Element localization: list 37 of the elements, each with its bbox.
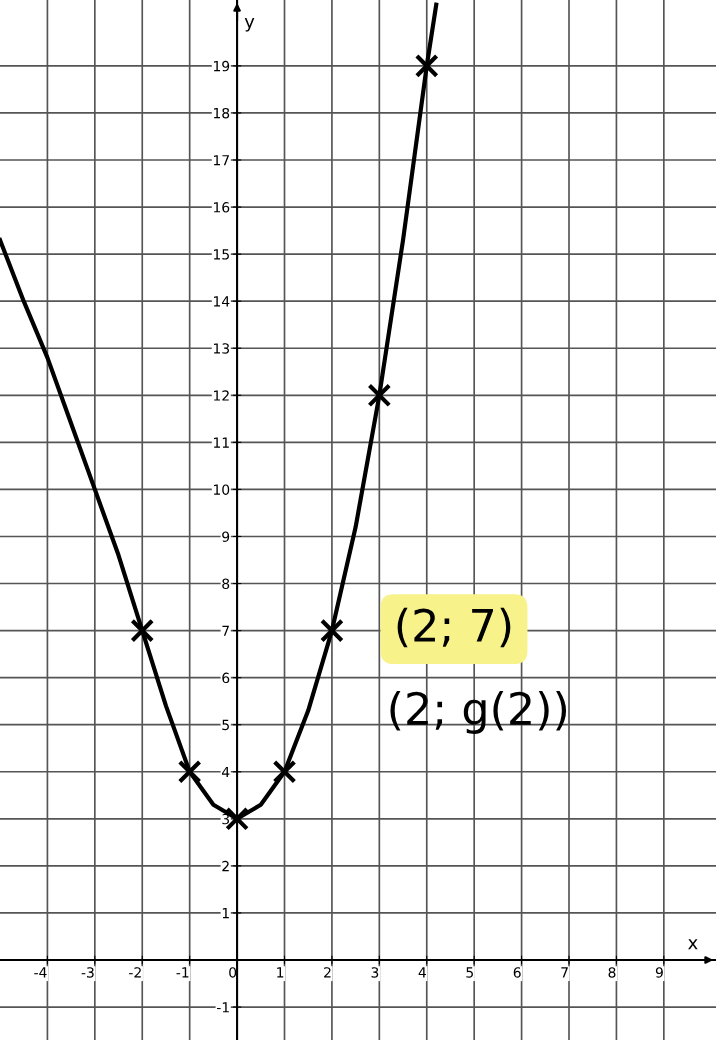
x-tick-label: -4 — [34, 967, 47, 978]
y-tick-label: 15 — [213, 249, 229, 260]
x-tick-label: -3 — [81, 967, 94, 978]
y-tick-label: 17 — [213, 155, 229, 166]
y-tick-label: 13 — [213, 343, 230, 354]
y-axis-title: y — [244, 17, 255, 32]
annotation: (2; 7) — [397, 607, 511, 648]
y-tick-label: 19 — [213, 60, 230, 72]
y-tick-label: 11 — [213, 437, 229, 448]
y-tick-label: 8 — [222, 578, 230, 589]
x-tick-label: -2 — [129, 967, 141, 978]
y-tick-label: 1 — [222, 908, 229, 919]
x-tick-label: 9 — [655, 967, 663, 978]
x-tick-label: 6 — [513, 967, 521, 978]
y-tick-label: 16 — [213, 202, 230, 213]
y-tick-label: 14 — [213, 296, 230, 307]
x-tick-label: 5 — [466, 967, 473, 978]
y-tick-label: 9 — [222, 531, 230, 542]
y-tick-label: -1 — [216, 1002, 229, 1013]
x-tick-label: -1 — [176, 967, 189, 978]
x-tick-label: 1 — [277, 967, 284, 978]
x-tick-label: 0 — [229, 967, 237, 978]
y-tick-label: 4 — [221, 766, 230, 778]
y-tick-label: 2 — [222, 860, 229, 872]
x-tick-label: 8 — [608, 967, 616, 978]
x-tick-label: 3 — [371, 967, 379, 978]
x-tick-label: 4 — [418, 967, 426, 978]
y-tick-label: 3 — [222, 813, 230, 825]
x-tick-label: 2 — [324, 967, 331, 978]
y-tick-label: 5 — [222, 719, 229, 731]
y-tick-label: 18 — [213, 107, 230, 119]
y-tick-label: 12 — [213, 390, 229, 401]
x-axis-title: x — [688, 939, 698, 950]
y-tick-label: 7 — [222, 625, 229, 636]
x-tick-label: 7 — [561, 967, 568, 978]
y-tick-label: 6 — [222, 672, 230, 684]
y-tick-label: 10 — [213, 484, 230, 495]
